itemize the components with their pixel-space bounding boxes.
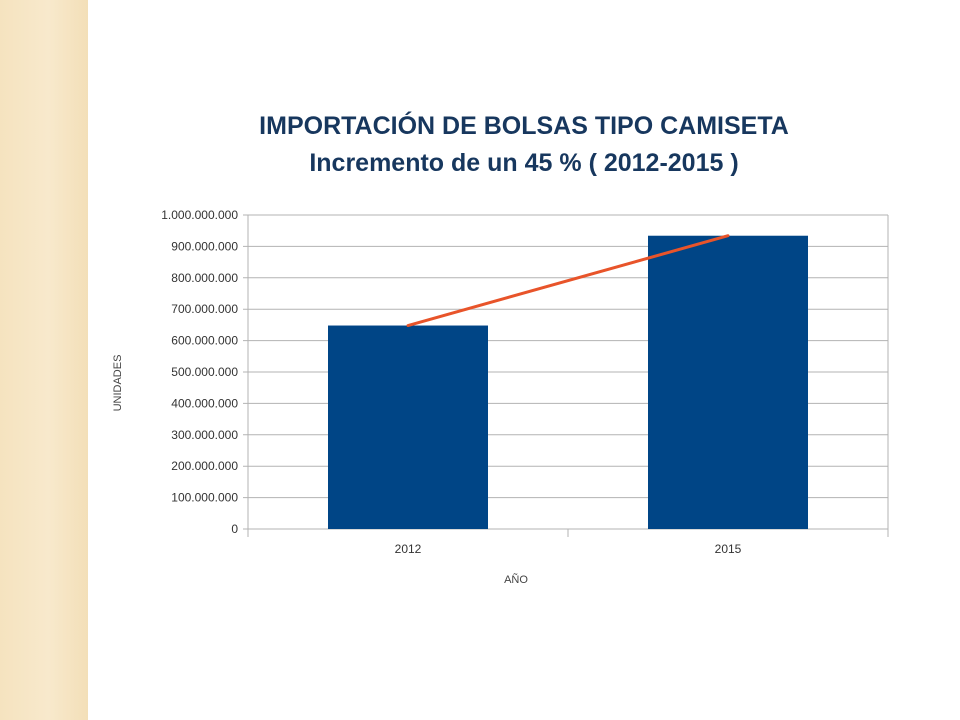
y-tick-label: 800.000.000 xyxy=(171,271,238,285)
y-tick-label: 0 xyxy=(231,522,238,536)
x-axis-title: AÑO xyxy=(504,573,528,586)
y-tick-label: 200.000.000 xyxy=(171,459,238,473)
y-tick-label: 600.000.000 xyxy=(171,334,238,348)
bars xyxy=(328,235,808,529)
axes xyxy=(247,215,889,537)
bar-2012 xyxy=(328,325,488,529)
decorative-side-strip xyxy=(0,0,88,720)
y-axis-title: UNIDADES xyxy=(112,355,124,412)
x-tick-label: 2012 xyxy=(395,542,422,556)
y-tick-label: 500.000.000 xyxy=(171,365,238,379)
chart-title: IMPORTACIÓN DE BOLSAS TIPO CAMISETA xyxy=(259,112,789,140)
bar-2015 xyxy=(648,235,808,529)
x-tick-labels: 2012 2015 xyxy=(395,542,742,556)
trend-line-group xyxy=(406,234,730,328)
chart-title-block: IMPORTACIÓN DE BOLSAS TIPO CAMISETA Incr… xyxy=(88,108,960,182)
x-tick-label: 2015 xyxy=(715,542,742,556)
trend-line xyxy=(406,234,730,328)
y-tick-label: 900.000.000 xyxy=(171,239,238,253)
chart-subtitle: Incremento de un 45 % ( 2012-2015 ) xyxy=(309,149,739,177)
y-tick-labels: 0 100.000.000 200.000.000 300.000.000 400.00… xyxy=(161,208,238,536)
y-tick-label: 1.000.000.000 xyxy=(161,208,238,222)
y-tick-label: 700.000.000 xyxy=(171,302,238,316)
y-tick-label: 300.000.000 xyxy=(171,428,238,442)
y-tick-label: 100.000.000 xyxy=(171,491,238,505)
y-tick-label: 400.000.000 xyxy=(171,396,238,410)
